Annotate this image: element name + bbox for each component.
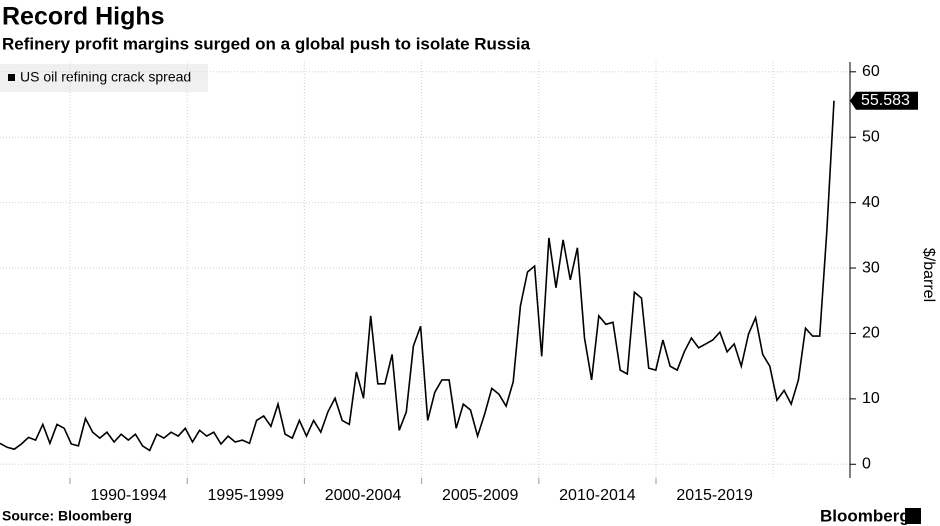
brand: Bloomberg — [820, 506, 910, 525]
x-tick-label: 2000-2004 — [325, 487, 402, 504]
y-tick-label: 10 — [862, 390, 880, 407]
x-tick-label: 1990-1994 — [90, 487, 167, 504]
chart-subtitle: Refinery profit margins surged on a glob… — [2, 34, 531, 53]
y-tick-label: 0 — [862, 455, 871, 472]
x-tick-label: 2010-2014 — [559, 487, 636, 504]
y-axis-label: $/barrel — [920, 248, 937, 302]
brand-icon — [905, 508, 921, 524]
x-tick-label: 1995-1999 — [208, 487, 285, 504]
last-value-pointer — [850, 91, 918, 110]
y-tick-label: 20 — [862, 325, 880, 342]
x-tick-label: 2015-2019 — [676, 487, 753, 504]
y-tick-label: 40 — [862, 194, 880, 211]
legend-label: US oil refining crack spread — [20, 69, 191, 85]
y-tick-label: 50 — [862, 128, 880, 145]
x-tick-label: 2005-2009 — [442, 487, 519, 504]
y-tick-label: 30 — [862, 259, 880, 276]
y-tick-label: 60 — [862, 63, 880, 80]
legend-box — [0, 64, 208, 92]
legend-swatch — [8, 74, 15, 81]
data-line — [0, 100, 835, 452]
source: Source: Bloomberg — [2, 508, 132, 524]
chart-title: Record Highs — [2, 3, 165, 31]
legend: US oil refining crack spread — [0, 64, 208, 92]
last-value-label: 55.583 — [861, 92, 910, 109]
